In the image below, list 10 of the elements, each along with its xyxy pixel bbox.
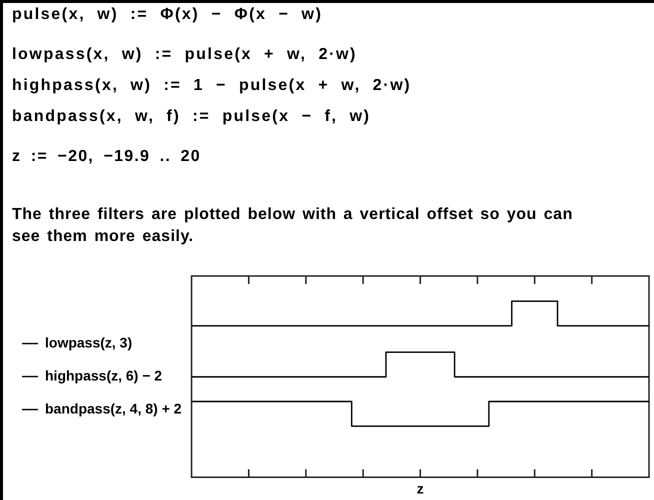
legend-label: highpass(z, 6) − 2 <box>45 367 162 384</box>
text: The three filters are plotted below with a vertical offset so you can see them more easily. <box>12 205 574 247</box>
x-axis-title: z <box>416 480 424 496</box>
text: bandpass(x, w, f) := pulse(x − f, w) <box>12 107 371 127</box>
text: pulse(x, w) := Φ(x) − Φ(x − w) <box>12 5 323 25</box>
legend-label: lowpass(z, 3) <box>45 334 132 350</box>
text: highpass(x, w) := 1 − pulse(x + w, 2·w) <box>12 76 412 96</box>
legend-label: bandpass(z, 4, 8) + 2 <box>45 400 182 416</box>
text: z := −20, −19.9 .. 20 <box>12 147 201 167</box>
text: lowpass(x, w) := pulse(x + w, 2·w) <box>12 45 357 65</box>
